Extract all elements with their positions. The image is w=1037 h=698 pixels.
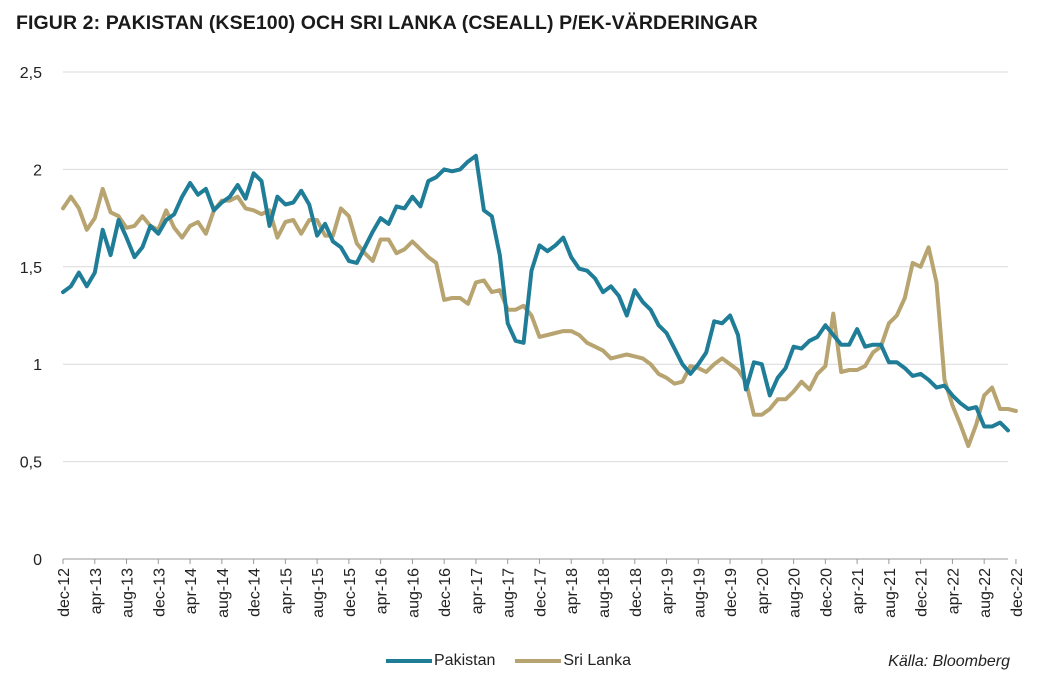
legend-label-pakistan: Pakistan (434, 652, 496, 669)
x-tick-label: aug-20 (787, 568, 804, 618)
x-tick-label: aug-18 (596, 568, 613, 618)
y-tick-label: 1,5 (20, 260, 42, 277)
x-tick-label: aug-22 (977, 568, 994, 618)
legend-label-sri-lanka: Sri Lanka (563, 652, 631, 669)
y-tick-label: 2 (33, 162, 42, 179)
x-tick-label: dec-13 (151, 568, 168, 617)
legend: Pakistan Sri Lanka (386, 652, 631, 670)
x-tick-label: dec-19 (723, 568, 740, 617)
x-tick-label: apr-18 (564, 568, 581, 614)
x-tick-label: aug-16 (405, 568, 422, 618)
x-tick-label: aug-17 (501, 568, 518, 618)
x-tick-label: apr-19 (660, 568, 677, 614)
series-line-pakistan (61, 153, 1010, 433)
x-tick-label: apr-17 (469, 568, 486, 614)
x-tick-label: dec-21 (914, 568, 931, 617)
x-tick-label: aug-15 (310, 568, 327, 618)
y-tick-label: 0,5 (20, 455, 42, 472)
legend-swatch-sri-lanka (515, 659, 562, 663)
source-note: Källa: Bloomberg (888, 653, 1010, 670)
x-tick-label: dec-20 (818, 568, 835, 617)
legend-item-pakistan[interactable]: Pakistan (386, 652, 495, 670)
x-tick-label: apr-14 (183, 568, 200, 614)
x-tick-label: apr-13 (88, 568, 105, 614)
x-tick-label: dec-22 (1009, 568, 1026, 617)
x-tick-label: dec-17 (532, 568, 549, 617)
x-tick-label: dec-15 (342, 568, 359, 617)
legend-swatch-pakistan (386, 659, 432, 663)
x-tick-label: apr-22 (945, 568, 962, 614)
y-tick-label: 1 (33, 357, 42, 374)
legend-item-sri-lanka[interactable]: Sri Lanka (515, 652, 631, 670)
x-tick-label: apr-20 (755, 568, 772, 614)
x-tick-label: dec-16 (437, 568, 454, 617)
x-tick-label: dec-12 (56, 568, 73, 617)
x-tick-label: aug-13 (120, 568, 137, 618)
x-tick-label: dec-18 (628, 568, 645, 617)
x-tick-label: dec-14 (247, 568, 264, 617)
x-tick-label: aug-19 (691, 568, 708, 618)
y-tick-label: 0 (33, 552, 42, 569)
chart-title: FIGUR 2: PAKISTAN (KSE100) OCH SRI LANKA… (16, 12, 758, 34)
x-tick-label: aug-21 (882, 568, 899, 618)
y-tick-label: 2,5 (20, 65, 42, 82)
x-tick-label: apr-15 (278, 568, 295, 614)
x-tick-label: apr-16 (374, 568, 391, 614)
x-tick-label: apr-21 (850, 568, 867, 614)
x-tick-label: aug-14 (215, 568, 232, 618)
series-line-sri-lanka (61, 186, 1018, 448)
